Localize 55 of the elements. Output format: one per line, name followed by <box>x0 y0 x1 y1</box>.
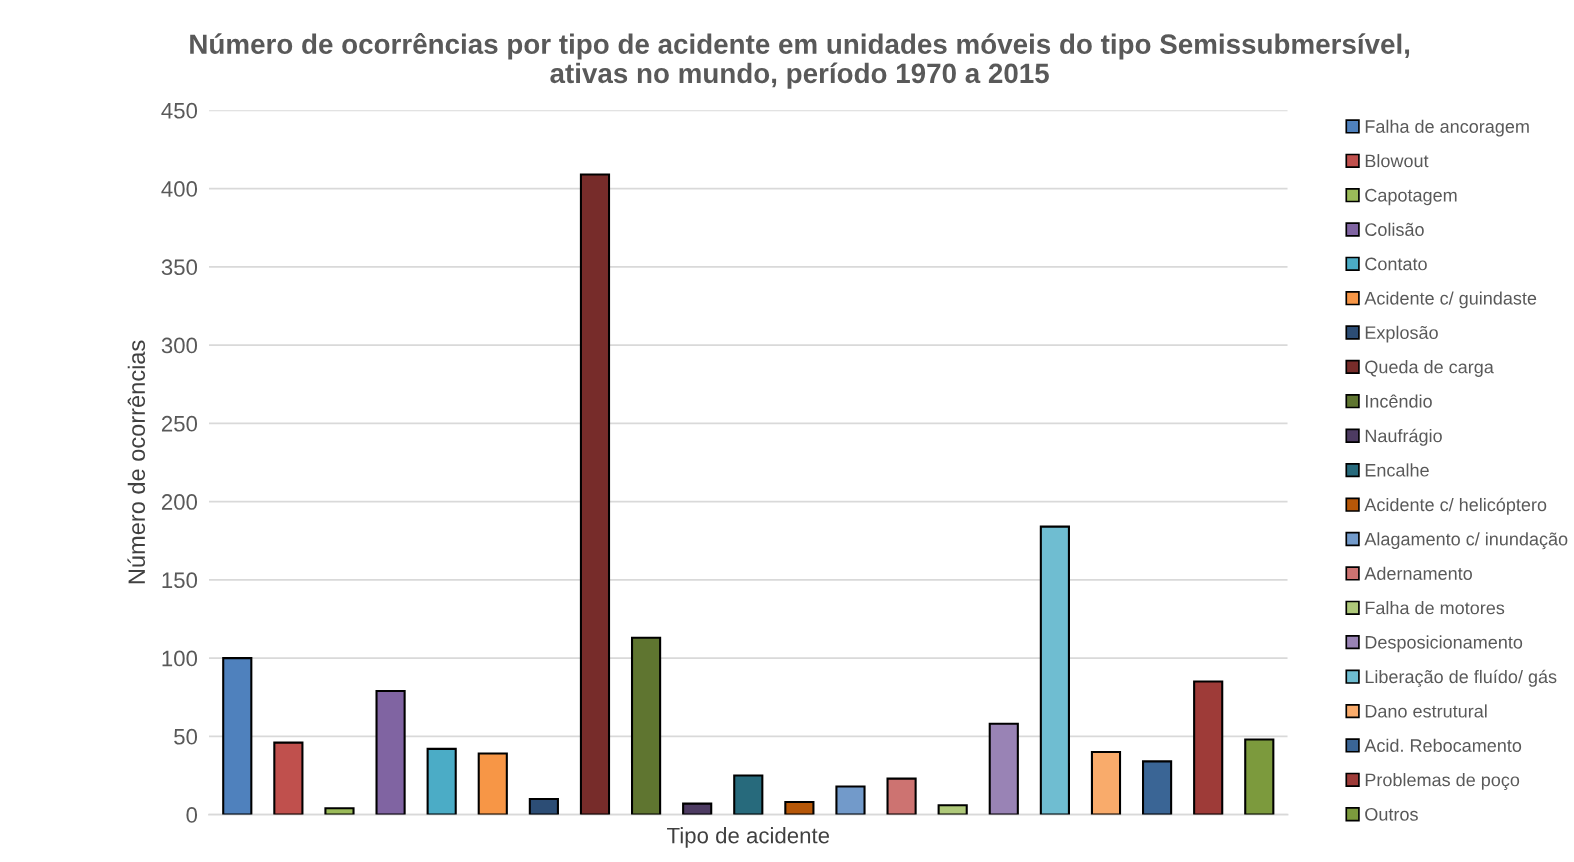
legend-label: Contato <box>1365 257 1427 271</box>
legend-label: Acidente c/ helicóptero <box>1364 497 1547 515</box>
bar <box>273 741 304 815</box>
legend-label: Acidente c/ guindaste <box>1364 291 1537 309</box>
bar <box>375 689 406 815</box>
y-tick-label: 100 <box>162 650 198 667</box>
legend-label: Incêndio <box>1366 394 1432 408</box>
bar <box>733 774 764 815</box>
legend-label: Blowout <box>1365 154 1429 168</box>
legend-label: Outros <box>1365 807 1418 821</box>
y-tick-label: 300 <box>161 337 198 354</box>
bar <box>324 807 355 815</box>
bar <box>579 173 611 815</box>
bar <box>630 636 662 815</box>
bar <box>835 785 866 815</box>
bar <box>1193 680 1224 815</box>
y-axis-title: Número de ocorrências <box>127 340 146 584</box>
bar <box>222 657 253 815</box>
y-tick-label: 50 <box>174 728 198 745</box>
y-tick-label: 200 <box>161 494 198 510</box>
y-tick-label: 400 <box>161 181 198 197</box>
legend-label: Alagamento c/ inundação <box>1364 532 1568 550</box>
bar <box>477 752 508 815</box>
y-tick-label: 350 <box>161 259 198 276</box>
bar <box>1141 760 1173 815</box>
legend-label: Capotagem <box>1365 188 1457 206</box>
bar <box>937 804 968 815</box>
chart-title: Número de ocorrências por tipo de acidente em unidades móveis do tipo Semissubmersível, ativas no mundo, período 1970 a 2015 <box>190 33 1410 89</box>
legend-label: Falha de ancoragem <box>1365 119 1529 137</box>
legend-label: Acid. Rebocamento <box>1364 738 1522 752</box>
bar <box>1039 525 1070 815</box>
y-tick-label: 250 <box>161 415 198 432</box>
x-axis-title: Tipo de acidente <box>667 827 830 848</box>
y-tick-label: 0 <box>186 807 198 823</box>
y-tick-label: 150 <box>162 572 198 589</box>
bar <box>886 777 917 815</box>
legend-label: Desposicionamento <box>1365 635 1523 653</box>
legend-label: Colisão <box>1365 222 1424 236</box>
bar <box>988 722 1019 815</box>
legend-label: Explosão <box>1365 325 1438 343</box>
legend-label: Dano estrutural <box>1365 704 1487 718</box>
y-tick-label: 450 <box>161 102 198 119</box>
legend-label: Liberação de fluído/ gás <box>1365 669 1557 687</box>
bar <box>426 747 457 815</box>
bar <box>682 802 713 815</box>
bar <box>1090 750 1122 815</box>
legend-label: Problemas de poço <box>1365 773 1520 790</box>
legend-label: Encalhe <box>1365 463 1429 477</box>
legend-label: Naufrágio <box>1365 428 1442 446</box>
legend-label: Adernamento <box>1364 566 1472 580</box>
bar <box>784 801 815 815</box>
bar <box>528 797 559 815</box>
legend-label: Falha de motores <box>1365 601 1505 615</box>
bar <box>1244 738 1275 815</box>
legend-label: Queda de carga <box>1365 360 1494 377</box>
